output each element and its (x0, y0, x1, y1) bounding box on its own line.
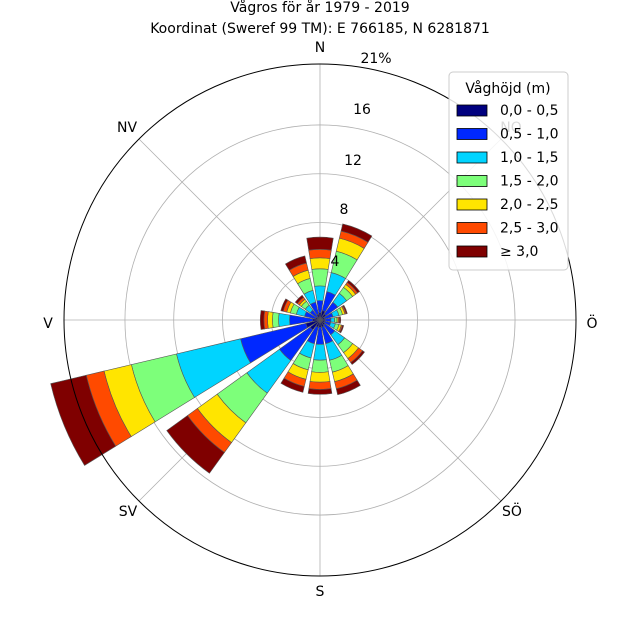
legend-swatch-5 (456, 222, 488, 234)
rose-bar-180-bin-3 (311, 359, 329, 373)
rose-bar-270-bin-4 (267, 311, 274, 329)
legend-entries: 0,0 - 0,5 0,5 - 1,0 1,0 - 1,5 1,5 - 2,0 2,0 … (456, 103, 558, 260)
legend-swatch-1 (456, 128, 488, 140)
legend-swatch-0 (456, 104, 488, 117)
rose-bar-247.5-bin-6 (50, 374, 117, 466)
rose-bar-67.5-bin-6 (342, 304, 348, 315)
legend-swatch-2 (456, 151, 488, 164)
legend-label-0: 0,0 - 0,5 (500, 103, 558, 119)
rose-bar-270-bin-3 (272, 312, 280, 328)
rose-bar-90-bin-6 (338, 316, 342, 324)
rose-bar-157.5-bin-6 (335, 379, 361, 396)
rose-bar-0-bin-3 (311, 268, 329, 287)
legend-label-2: 1,0 - 1,5 (500, 150, 558, 166)
rose-bar-292.5-bin-6 (280, 298, 289, 312)
rose-bar-337.5-bin-6 (284, 255, 307, 271)
rose-bar-0-bin-6 (306, 236, 334, 251)
outer-circle (63, 63, 577, 577)
rose-bar-270-bin-6 (259, 310, 265, 330)
rose-bar-315-bin-6 (294, 294, 305, 305)
legend-swatch-6 (456, 245, 488, 258)
legend-swatch-3 (456, 175, 488, 187)
grid-spoke-315 (138, 138, 321, 321)
rose-bar-270-bin-2 (278, 313, 291, 327)
legend-label-4: 2,0 - 2,5 (500, 197, 558, 213)
rose-bars (50, 223, 373, 474)
legend-title: Våghöjd (m) (465, 80, 550, 97)
rose-bar-180-bin-4 (309, 371, 331, 383)
radial-tick-4: 4 (331, 254, 340, 270)
radial-tick-21: 21% (360, 51, 391, 67)
rose-bar-225-bin-6 (166, 415, 225, 474)
rose-bar-112.5-bin-6 (339, 324, 345, 334)
rose-bar-180-bin-6 (307, 388, 333, 395)
rose-bar-22.5-bin-6 (340, 223, 373, 243)
radial-tick-12: 12 (344, 153, 362, 169)
compass-label-n: N (315, 40, 325, 56)
compass-label-s: S (316, 584, 325, 600)
legend-label-1: 0,5 - 1,0 (500, 127, 558, 143)
legend-label-6: ≥ 3,0 (500, 244, 538, 260)
radial-tick-16: 16 (353, 102, 371, 118)
compass-label-sv: SV (119, 504, 138, 520)
polar-frame (63, 63, 577, 577)
chart-title-line2: Koordinat (Sweref 99 TM): E 766185, N 62… (150, 21, 490, 37)
radial-tick-8: 8 (340, 202, 349, 218)
compass-label-so: SÖ (502, 502, 522, 520)
compass-label-o: Ö (586, 314, 597, 332)
rose-bar-202.5-bin-6 (280, 377, 305, 393)
legend-box (448, 71, 569, 271)
rose-bar-135-bin-6 (350, 350, 365, 365)
rose-bar-180-bin-5 (308, 381, 332, 390)
rose-bar-90-bin-2 (330, 317, 335, 323)
legend-label-3: 1,5 - 2,0 (500, 174, 558, 190)
chart-title-line1: Vågros för år 1979 - 2019 (230, 0, 409, 16)
compass-label-nv: NV (117, 120, 137, 136)
rose-bar-180-bin-2 (313, 343, 327, 361)
legend: Våghöjd (m) 0,0 - 0,5 0,5 - 1,0 1,0 - 1,5 1… (448, 71, 569, 271)
rose-bar-0-bin-5 (308, 248, 332, 259)
legend-label-5: 2,5 - 3,0 (500, 221, 558, 237)
rose-bar-0-bin-2 (314, 285, 326, 302)
compass-label-v: V (43, 316, 53, 332)
rose-bar-0-bin-4 (309, 257, 331, 270)
legend-swatch-4 (456, 198, 488, 211)
rose-bar-45-bin-6 (346, 280, 360, 294)
